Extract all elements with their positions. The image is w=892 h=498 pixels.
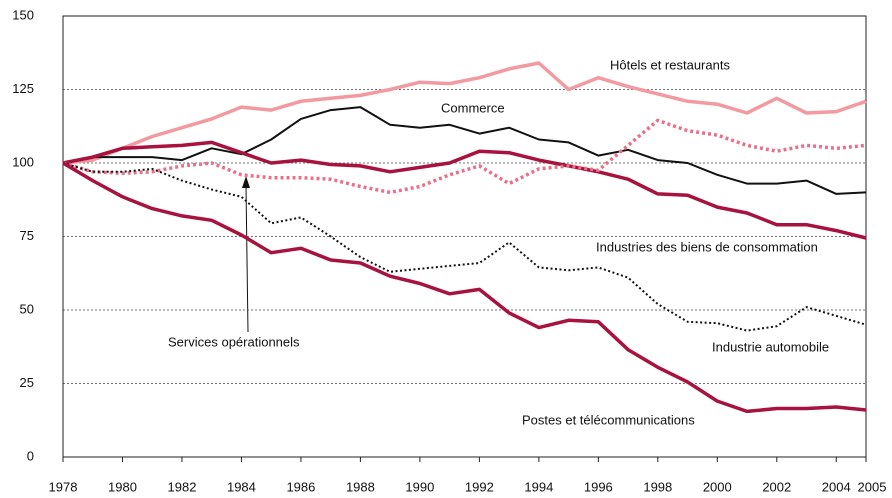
x-tick-label: 1994: [524, 479, 553, 494]
x-tick-label: 1990: [405, 479, 434, 494]
x-tick-label: 1978: [49, 479, 78, 494]
series-line: [62, 118, 867, 195]
x-tick-label: 1984: [227, 479, 256, 494]
x-tick-label: 2004: [822, 479, 851, 494]
y-tick-label: 50: [20, 301, 34, 316]
annotation-arrow: [245, 185, 249, 333]
y-tick-label: 75: [20, 228, 34, 243]
y-tick-label: 25: [20, 375, 34, 390]
series-line: [62, 61, 867, 165]
series-label: Hôtels et restaurants: [610, 57, 730, 72]
series-line: [62, 106, 867, 195]
arrow-head: [242, 176, 250, 188]
x-tick-label: 1996: [584, 479, 613, 494]
x-tick-label: 1982: [168, 479, 197, 494]
series-line: [62, 161, 867, 414]
x-tick-label: 1980: [108, 479, 137, 494]
x-tick-label: 1986: [286, 479, 315, 494]
x-tick-label: 1992: [465, 479, 494, 494]
series-label: Services opérationnels: [168, 334, 300, 349]
y-tick-label: 150: [12, 7, 34, 22]
series-label: Industries des biens de consommation: [596, 239, 818, 254]
x-tick-label: 1998: [643, 479, 672, 494]
x-tick-label: 2000: [703, 479, 732, 494]
x-tick-label: 2002: [762, 479, 791, 494]
x-tick-label: 1988: [346, 479, 375, 494]
series-label: Postes et télécommunications: [522, 412, 695, 427]
series-label: Commerce: [441, 100, 505, 115]
y-tick-label: 0: [27, 448, 34, 463]
series-label: Industrie automobile: [712, 339, 829, 354]
y-tick-label: 100: [12, 154, 34, 169]
series-line: [62, 140, 867, 240]
y-tick-label: 125: [12, 81, 34, 96]
x-tick-label: 2005: [858, 479, 887, 494]
series-line: [62, 162, 867, 332]
